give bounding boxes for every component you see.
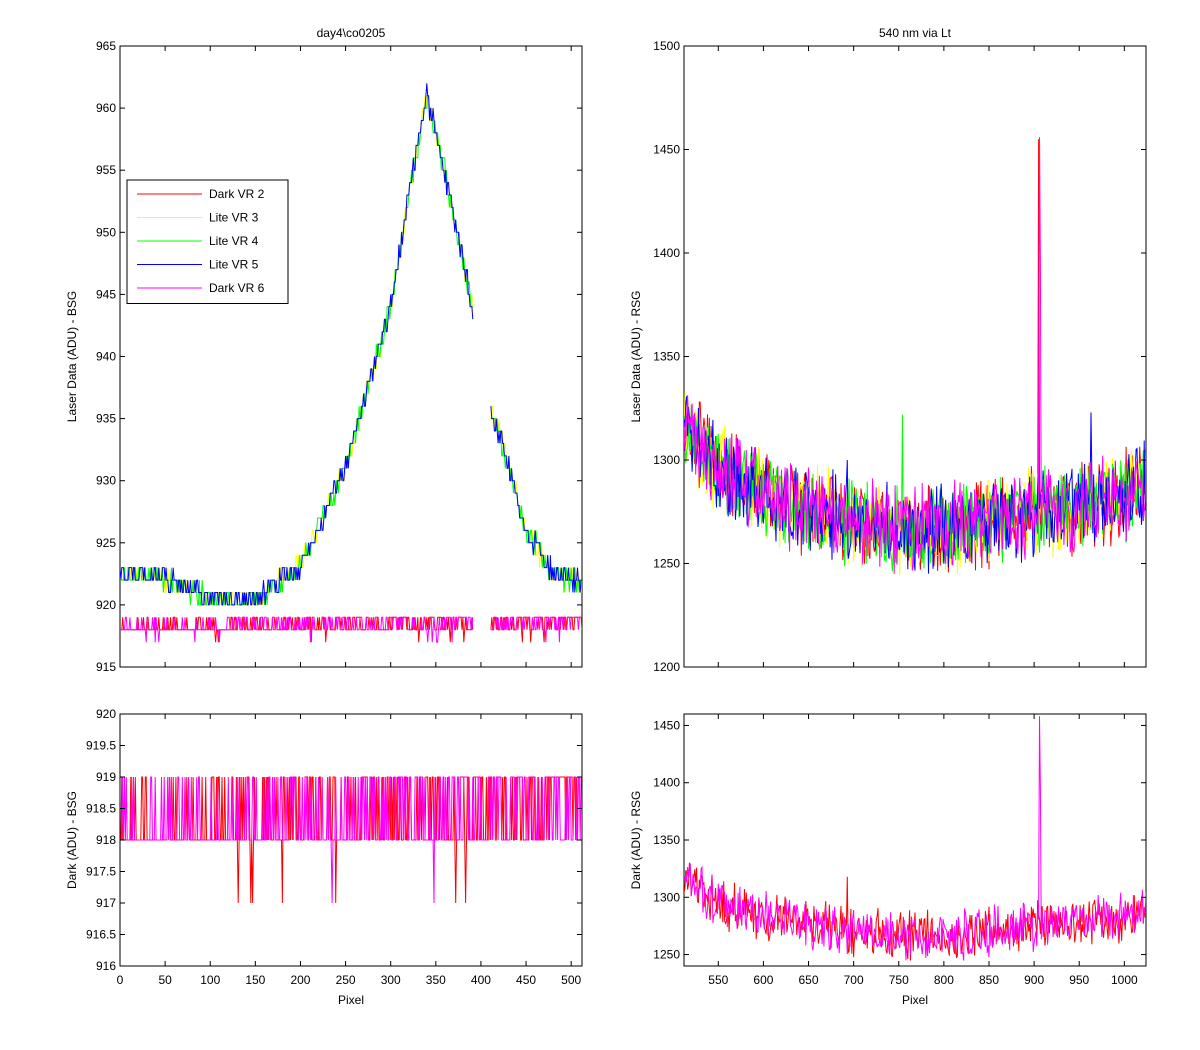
y-tick-label: 960 <box>96 101 116 115</box>
legend-box <box>126 179 289 304</box>
plot-area-tr <box>683 45 1147 668</box>
y-tick-label: 920 <box>96 707 116 721</box>
series-group-br <box>684 716 1146 961</box>
y-tick-label: 917 <box>96 896 116 910</box>
x-tick-label: 100 <box>200 973 220 987</box>
x-axis-label: Pixel <box>338 993 364 1007</box>
y-axis-label: Laser Data (ADU) - BSG <box>65 291 79 422</box>
axes-tr: 1200 1250 1300 1350 1400 1450 1500 540 nm via L… <box>629 26 1147 674</box>
y-tick-label: 915 <box>96 660 116 674</box>
chart-title: day4\co0205 <box>317 26 386 40</box>
y-tick-label: 945 <box>96 287 116 301</box>
x-tick-label: 450 <box>516 973 536 987</box>
y-tick-label: 930 <box>96 474 116 488</box>
y-tick-label: 918.5 <box>86 802 116 816</box>
y-tick-label: 1350 <box>653 833 680 847</box>
y-axis-label: Laser Data (ADU) - RSG <box>629 290 643 422</box>
y-axis-label: Dark (ADU) - RSG <box>629 791 643 890</box>
x-tick-label: 800 <box>934 973 954 987</box>
series-group-tl <box>120 83 582 643</box>
y-tick-label: 940 <box>96 350 116 364</box>
y-tick-label: 935 <box>96 412 116 426</box>
y-tick-label: 1400 <box>653 776 680 790</box>
y-tick-label: 1300 <box>653 453 680 467</box>
y-tick-label: 1500 <box>653 39 680 53</box>
chart-title: 540 nm via Lt <box>879 26 952 40</box>
x-tick-label: 400 <box>471 973 491 987</box>
y-tick-label: 917.5 <box>86 865 116 879</box>
legend-label: Lite VR 4 <box>209 234 259 248</box>
y-tick-label: 925 <box>96 536 116 550</box>
y-tick-label: 1200 <box>653 660 680 674</box>
x-tick-label: 200 <box>290 973 310 987</box>
legend-label: Lite VR 3 <box>209 211 259 225</box>
y-tick-label: 919 <box>96 770 116 784</box>
x-tick-label: 850 <box>979 973 999 987</box>
x-tick-label: 750 <box>889 973 909 987</box>
series-line-dark-vr-6 <box>684 716 1146 961</box>
y-tick-label: 955 <box>96 163 116 177</box>
x-tick-label: 50 <box>158 973 172 987</box>
x-tick-label: 950 <box>1069 973 1089 987</box>
y-tick-label: 1450 <box>653 143 680 157</box>
x-axis-label: Pixel <box>902 993 928 1007</box>
y-tick-label: 919.5 <box>86 739 116 753</box>
y-tick-label: 918 <box>96 833 116 847</box>
x-tick-label: 600 <box>753 973 773 987</box>
plot-area-tl <box>119 45 583 668</box>
legend-label: Dark VR 6 <box>209 281 265 295</box>
x-tick-label: 700 <box>844 973 864 987</box>
y-tick-label: 1350 <box>653 350 680 364</box>
y-tick-label: 916.5 <box>86 928 116 942</box>
y-tick-label: 1300 <box>653 890 680 904</box>
x-tick-label: 0 <box>117 973 124 987</box>
y-tick-label: 1450 <box>653 718 680 732</box>
series-line-lite-vr-5 <box>120 83 582 606</box>
x-tick-label: 650 <box>799 973 819 987</box>
legend: Dark VR 2 Lite VR 3 Lite VR 4 Lite VR 5 Dark… <box>126 179 289 304</box>
axes-br: 550 600 650 700 750 800 850 900 950 1000 1250 1300 1… <box>629 713 1147 1007</box>
x-tick-label: 150 <box>245 973 265 987</box>
axes-bl: 0 50 100 150 200 250 300 350 400 450 500 916 916.5 91… <box>65 707 583 1007</box>
x-tick-label: 900 <box>1024 973 1044 987</box>
x-tick-label: 250 <box>336 973 356 987</box>
y-tick-label: 965 <box>96 39 116 53</box>
series-line-dark-vr-6 <box>120 776 582 904</box>
y-axis-label: Dark (ADU) - BSG <box>65 791 79 889</box>
series-group-bl <box>120 776 582 904</box>
series-line-dark-vr-6 <box>120 616 582 643</box>
x-tick-label: 550 <box>708 973 728 987</box>
x-tick-label: 300 <box>381 973 401 987</box>
y-tick-label: 950 <box>96 225 116 239</box>
series-line-dark-vr-6 <box>684 137 1146 574</box>
x-tick-label: 500 <box>561 973 581 987</box>
axes-tl: 915 920 925 930 935 940 945 950 955 960 965 day4\co… <box>65 26 583 674</box>
y-tick-label: 1400 <box>653 246 680 260</box>
series-group-tr <box>684 137 1146 576</box>
y-tick-label: 916 <box>96 959 116 973</box>
legend-label: Lite VR 5 <box>209 258 259 272</box>
legend-label: Dark VR 2 <box>209 187 265 201</box>
y-tick-label: 920 <box>96 598 116 612</box>
x-tick-label: 350 <box>426 973 446 987</box>
x-tick-label: 1000 <box>1111 973 1138 987</box>
y-tick-label: 1250 <box>653 557 680 571</box>
y-tick-label: 1250 <box>653 948 680 962</box>
